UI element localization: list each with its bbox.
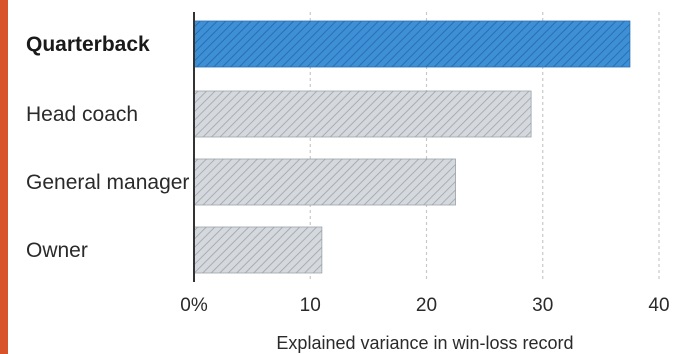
accent-strip bbox=[0, 0, 8, 354]
x-tick-label-0: 0% bbox=[180, 295, 208, 316]
x-axis-title: Explained variance in win-loss record bbox=[276, 333, 573, 353]
bar-owner bbox=[193, 226, 323, 274]
category-label-head-coach: Head coach bbox=[26, 103, 138, 126]
category-labels: Quarterback Head coach General manager Owne… bbox=[26, 33, 189, 262]
x-tick-label-4: 40 bbox=[648, 295, 669, 316]
category-label-owner: Owner bbox=[26, 239, 88, 262]
bar-head-coach bbox=[193, 90, 532, 138]
bar-general-manager bbox=[193, 158, 456, 206]
category-label-quarterback: Quarterback bbox=[26, 33, 150, 56]
bar-quarterback bbox=[193, 20, 631, 68]
category-label-general-manager: General manager bbox=[26, 171, 189, 194]
x-axis: 0% 10 20 30 40 bbox=[180, 12, 670, 316]
x-tick-label-2: 20 bbox=[416, 295, 437, 316]
x-tick-label-3: 30 bbox=[532, 295, 553, 316]
x-tick-label-1: 10 bbox=[300, 295, 321, 316]
bars bbox=[193, 20, 631, 274]
